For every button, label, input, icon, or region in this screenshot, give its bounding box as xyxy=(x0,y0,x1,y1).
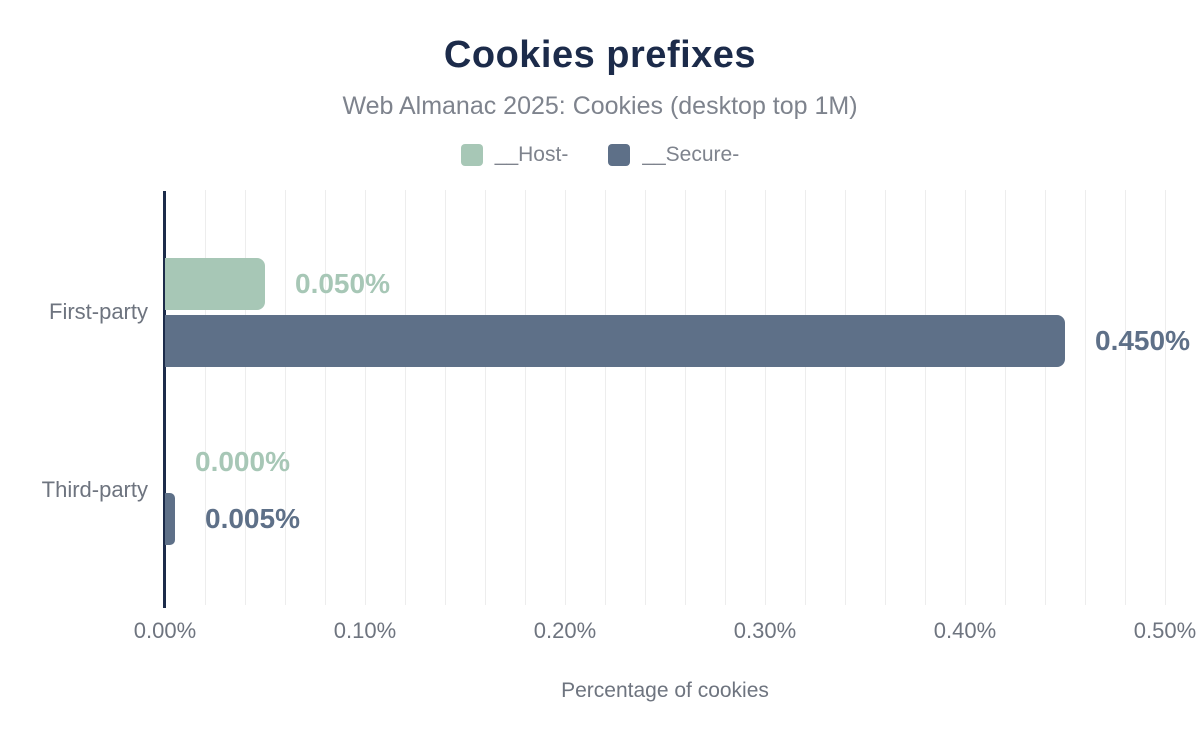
gridline xyxy=(844,190,846,605)
gridline xyxy=(444,190,446,605)
x-tick-label: 0.10% xyxy=(333,618,397,643)
value-label: 0.450% xyxy=(1095,324,1190,356)
x-tick-label: 0.50% xyxy=(1133,618,1197,643)
x-tick-label: 0.00% xyxy=(133,618,197,643)
gridline xyxy=(724,190,726,605)
legend: __Host- __Secure- xyxy=(0,143,1200,167)
y-axis-line xyxy=(163,191,166,608)
gridline xyxy=(884,190,886,605)
gridline xyxy=(684,190,686,605)
gridline xyxy=(1084,190,1086,605)
gridline xyxy=(924,190,926,605)
x-tick-label: 0.30% xyxy=(733,618,797,643)
category-label: Third-party xyxy=(41,477,148,502)
legend-label: __Secure- xyxy=(642,143,740,166)
chart-title: Cookies prefixes xyxy=(443,34,757,76)
gridline xyxy=(604,190,606,605)
gridline xyxy=(564,190,566,605)
gridline xyxy=(1004,190,1006,605)
legend-item-secure: __Secure- xyxy=(608,143,739,167)
gridline xyxy=(764,190,766,605)
gridline xyxy=(404,190,406,605)
x-axis-title: Percentage of cookies xyxy=(561,679,769,702)
gridline xyxy=(484,190,486,605)
gridline xyxy=(324,190,326,605)
chart-subtitle: Web Almanac 2025: Cookies (desktop top 1… xyxy=(342,92,858,120)
legend-swatch-icon xyxy=(608,144,631,166)
gridline xyxy=(284,190,286,605)
bar-host-first-party xyxy=(165,257,265,310)
gridline xyxy=(804,190,806,605)
category-label: First-party xyxy=(49,299,148,324)
bar-secure-third-party xyxy=(165,492,175,545)
gridline xyxy=(524,190,526,605)
x-tick-label: 0.40% xyxy=(933,618,997,643)
gridline xyxy=(644,190,646,605)
legend-item-host: __Host- xyxy=(460,143,569,167)
gridline xyxy=(364,190,366,605)
x-tick-label: 0.20% xyxy=(533,618,597,643)
value-label: 0.005% xyxy=(205,502,300,534)
gridline xyxy=(1044,190,1046,605)
gridline xyxy=(1124,190,1126,605)
gridline xyxy=(964,190,966,605)
value-label: 0.000% xyxy=(195,445,290,477)
legend-swatch-icon xyxy=(460,144,483,166)
gridline xyxy=(244,190,246,605)
value-label: 0.050% xyxy=(295,267,390,299)
gridline xyxy=(204,190,206,605)
legend-label: __Host- xyxy=(494,143,569,166)
gridline xyxy=(1164,190,1166,605)
bar-secure-first-party xyxy=(165,314,1065,367)
